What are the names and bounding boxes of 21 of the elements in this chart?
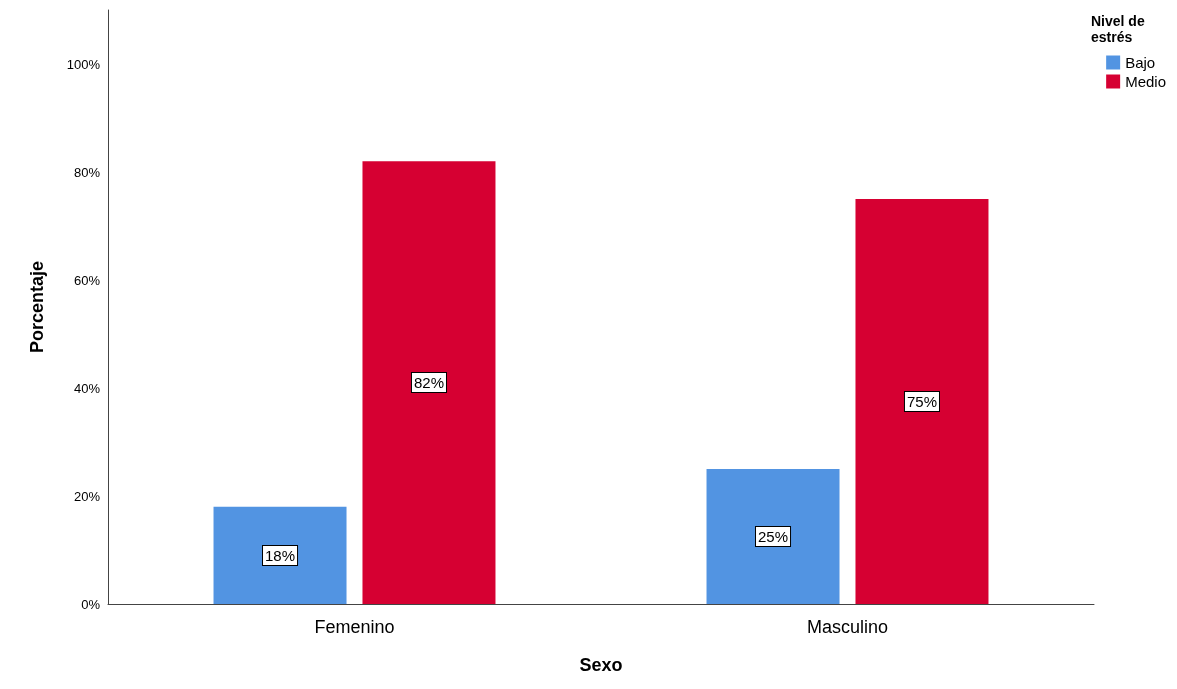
- y-tick-label: 0%: [81, 596, 101, 612]
- data-label: 82%: [413, 374, 444, 392]
- y-tick-label: 80%: [73, 164, 101, 180]
- data-label: 18%: [265, 546, 296, 564]
- bar: [855, 199, 989, 604]
- data-label: 25%: [758, 528, 789, 545]
- x-tick-label: Masculino: [806, 617, 889, 637]
- legend-label: Medio: [1125, 73, 1166, 90]
- x-axis-title: Sexo: [579, 655, 623, 675]
- y-axis-title: Porcentaje: [27, 260, 47, 354]
- bar: [213, 506, 347, 604]
- y-tick-label: 20%: [73, 488, 101, 504]
- bar: [362, 161, 496, 604]
- legend-title: Nivel de estrés: [1091, 13, 1149, 45]
- y-tick-label: 40%: [73, 380, 101, 396]
- data-label: 75%: [906, 393, 937, 410]
- y-tick-label: 100%: [66, 56, 101, 72]
- bar: [706, 469, 840, 604]
- legend-label: Bajo: [1125, 54, 1156, 71]
- y-tick-label: 60%: [73, 272, 101, 288]
- x-tick-label: Femenino: [314, 617, 395, 637]
